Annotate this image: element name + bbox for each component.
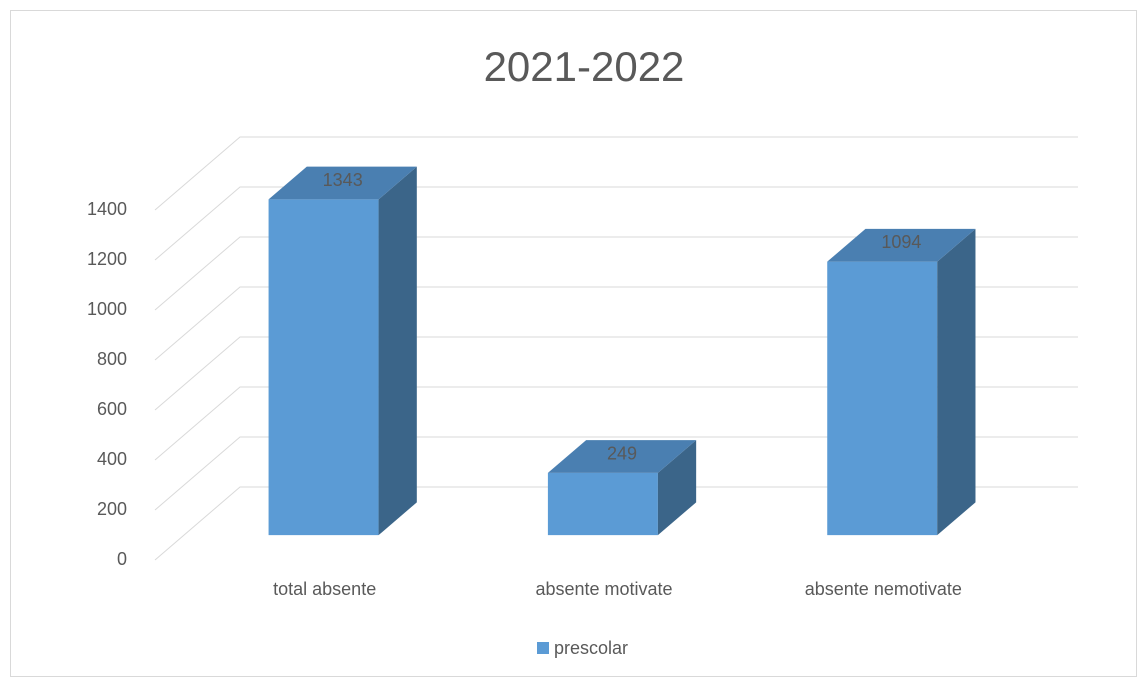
bar-side — [657, 440, 697, 536]
grid-line — [154, 186, 1078, 261]
y-tick-label: 400 — [97, 449, 127, 469]
grid-line — [154, 336, 1078, 411]
data-label: 1094 — [881, 232, 921, 252]
bar-side — [937, 228, 976, 536]
bar-side — [378, 166, 417, 536]
y-tick-label: 1000 — [87, 299, 127, 319]
bar-top — [827, 228, 976, 262]
grid-line — [154, 286, 1078, 361]
grid-line — [154, 486, 1078, 561]
legend-label: prescolar — [554, 638, 628, 658]
grid-line — [154, 436, 1078, 511]
y-tick-label: 1400 — [87, 199, 127, 219]
x-tick-label: total absente — [273, 579, 376, 599]
grid-line — [154, 136, 1078, 211]
y-tick-label: 800 — [97, 349, 127, 369]
data-label: 1343 — [323, 170, 363, 190]
grid-line — [154, 236, 1078, 311]
bar-top — [268, 166, 417, 200]
grid-line — [154, 386, 1078, 461]
bar-top — [547, 440, 697, 473]
y-tick-label: 0 — [117, 549, 127, 569]
bar-front — [827, 261, 938, 536]
y-tick-label: 200 — [97, 499, 127, 519]
y-tick-label: 600 — [97, 399, 127, 419]
bar-front — [547, 472, 658, 536]
legend-swatch — [537, 642, 549, 654]
bar — [827, 228, 976, 536]
chart-title: 2021-2022 — [484, 43, 685, 90]
x-tick-label: absente motivate — [535, 579, 672, 599]
x-tick-label: absente nemotivate — [805, 579, 962, 599]
data-label: 249 — [607, 443, 637, 463]
bar — [268, 166, 417, 536]
bar — [547, 440, 697, 536]
bar-front — [268, 199, 379, 536]
y-tick-label: 1200 — [87, 249, 127, 269]
